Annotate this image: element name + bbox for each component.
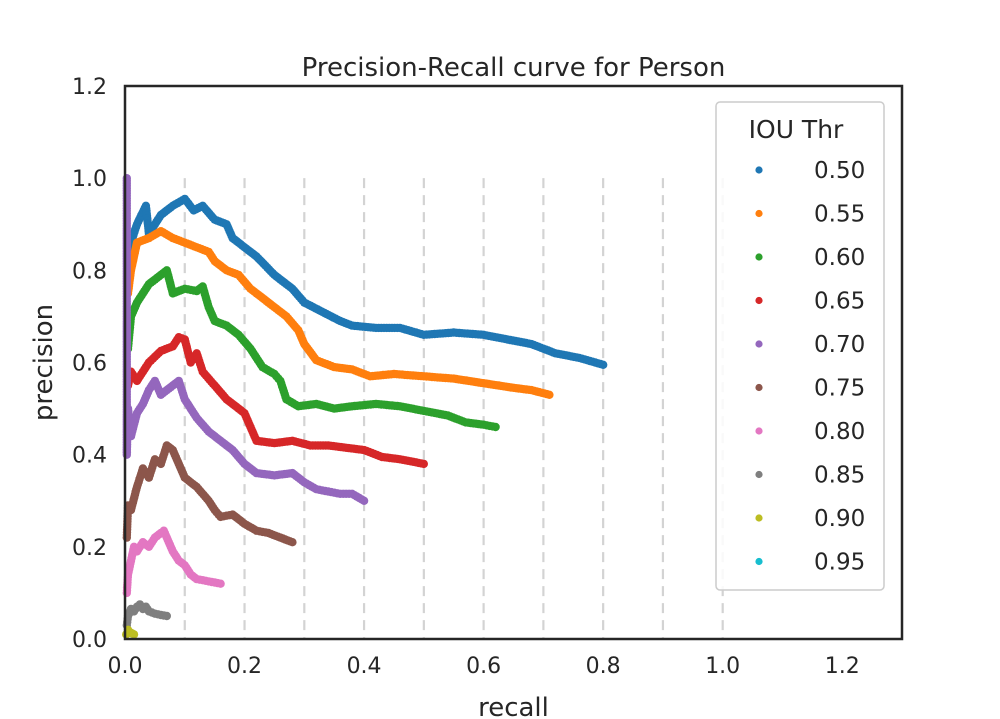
y-tick-label: 0.8 — [72, 259, 107, 284]
plot-frame — [123, 84, 904, 641]
series-layer — [122, 174, 608, 639]
y-tick-label: 1.2 — [72, 75, 107, 100]
legend-marker — [755, 470, 763, 479]
series-0.80 — [122, 526, 225, 598]
data-point — [162, 611, 171, 621]
legend: IOU Thr 0.50 0.55 0.60 0.65 0.70 0.75 0.80 0.85… — [715, 101, 885, 591]
series-0.65 — [123, 333, 428, 469]
x-axis-ticks: 0.0 0.2 0.4 0.6 0.8 1.0 1.2 — [108, 654, 860, 679]
series-0.85 — [122, 600, 171, 630]
legend-marker — [755, 253, 763, 261]
legend-label: 0.50 — [814, 158, 865, 184]
data-point — [599, 360, 608, 369]
legend-label: 0.65 — [814, 289, 865, 315]
legend-label: 0.60 — [814, 245, 865, 271]
y-tick-label: 0.6 — [72, 352, 107, 377]
data-point — [545, 390, 554, 399]
data-point — [491, 422, 500, 432]
legend-label: 0.70 — [814, 332, 865, 358]
legend-label: 0.55 — [814, 202, 865, 228]
legend-box — [715, 101, 885, 591]
y-tick-label: 1.0 — [72, 167, 107, 192]
legend-marker — [755, 166, 763, 174]
x-tick-label: 0.2 — [227, 654, 262, 679]
legend-marker — [755, 296, 763, 305]
series-0.50 — [123, 194, 608, 369]
legend-label: 0.75 — [814, 376, 865, 402]
series-0.55 — [123, 227, 554, 399]
x-tick-label: 1.0 — [705, 654, 740, 679]
x-tick-label: 0.0 — [108, 654, 143, 679]
data-point — [216, 579, 225, 588]
legend-marker — [755, 340, 763, 348]
legend-marker — [755, 427, 763, 435]
x-tick-label: 0.8 — [586, 654, 621, 679]
x-tick-label: 0.6 — [466, 654, 501, 679]
legend-label: 0.85 — [814, 463, 865, 489]
grid-lines — [183, 178, 724, 639]
x-tick-label: 1.2 — [825, 654, 860, 679]
x-axis-label: recall — [478, 693, 549, 719]
legend-marker — [755, 557, 763, 566]
legend-marker — [755, 514, 763, 522]
chart-title: Precision-Recall curve for Person — [302, 53, 726, 83]
legend-label: 0.80 — [814, 419, 865, 445]
series-0.75 — [122, 441, 297, 547]
legend-marker — [755, 209, 763, 218]
y-tick-label: 0.0 — [72, 628, 107, 653]
data-point — [288, 538, 297, 547]
legend-title: IOU Thr — [749, 115, 844, 144]
y-axis-label: precision — [29, 304, 59, 421]
data-point — [129, 630, 139, 639]
legend-label: 0.95 — [814, 550, 865, 576]
legend-label: 0.90 — [814, 506, 865, 532]
data-point — [419, 459, 428, 469]
y-axis-ticks: 0.0 0.2 0.4 0.6 0.8 1.0 1.2 — [72, 75, 107, 653]
y-tick-label: 0.4 — [72, 444, 107, 469]
legend-marker — [755, 383, 763, 392]
y-tick-label: 0.2 — [72, 536, 107, 561]
x-tick-label: 0.4 — [347, 654, 382, 679]
data-point — [359, 496, 369, 505]
series-0.60 — [123, 266, 500, 432]
